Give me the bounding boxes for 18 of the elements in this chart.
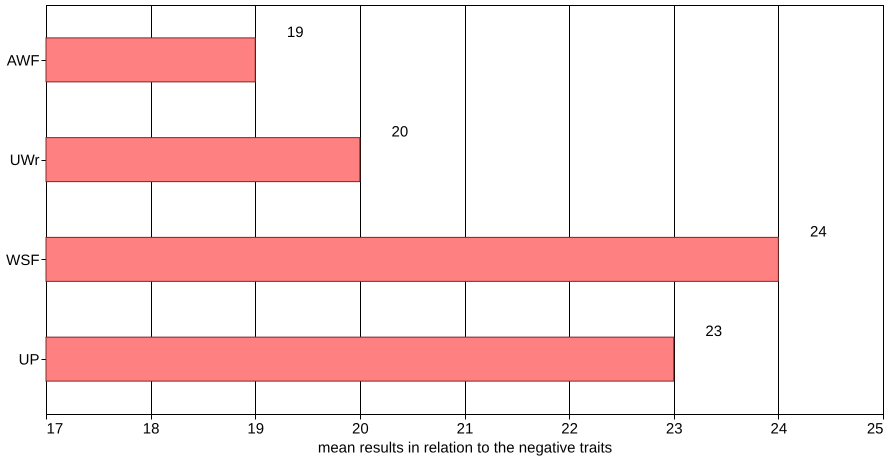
y-tick-label: WSF <box>6 252 40 269</box>
x-tick-label: 19 <box>247 420 264 438</box>
y-tick-label: UWr <box>10 152 40 170</box>
x-tick-label: 20 <box>352 420 369 438</box>
x-tick-label: 24 <box>770 420 788 438</box>
x-tick-label: 25 <box>866 420 884 438</box>
x-tick-label: 17 <box>46 420 64 438</box>
x-tick-label: 23 <box>666 420 683 438</box>
x-tick-label: 21 <box>456 420 474 438</box>
x-tick-label: 18 <box>142 420 160 438</box>
data-label: 23 <box>705 323 722 340</box>
data-label: 19 <box>286 24 304 41</box>
y-tick-label: UP <box>18 352 40 369</box>
y-tick-label: AWF <box>6 52 40 70</box>
x-axis-title: mean results in relation to the negative traits <box>318 440 612 456</box>
data-label: 24 <box>810 223 827 240</box>
data-label: 20 <box>392 124 408 141</box>
x-tick-label: 22 <box>561 420 578 438</box>
